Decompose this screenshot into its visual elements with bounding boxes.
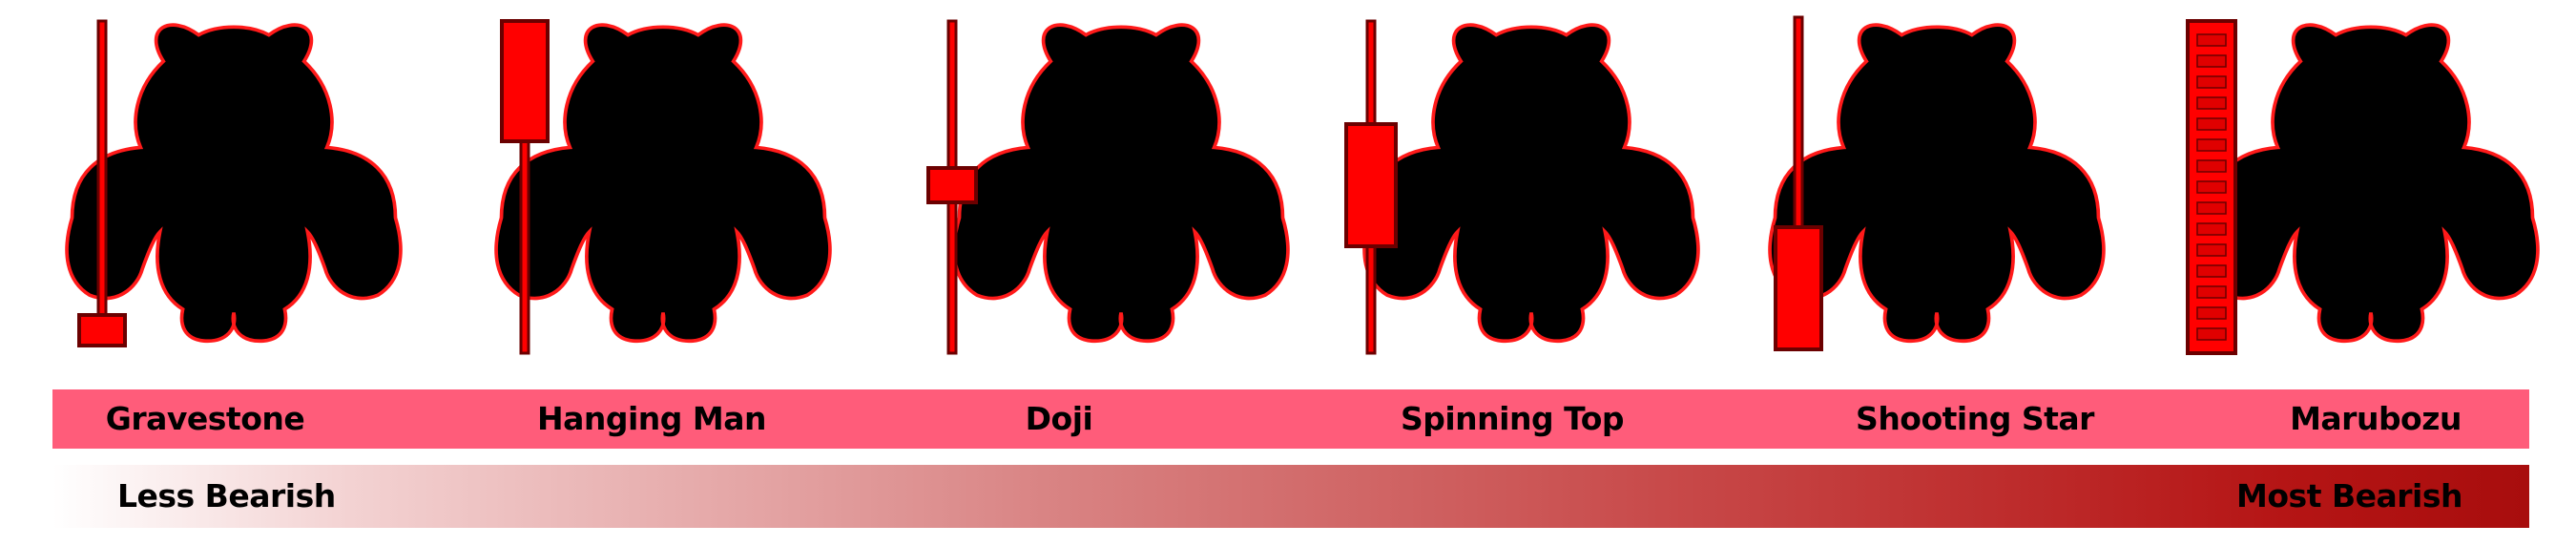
figure-marubozu xyxy=(2186,19,2540,355)
candlestick-segment xyxy=(2196,159,2227,173)
candlestick-segment xyxy=(2196,201,2227,215)
candlestick-segment xyxy=(2196,327,2227,341)
candlestick-segment xyxy=(2196,54,2227,68)
bear-silhouette-icon xyxy=(952,23,1290,344)
candlestick-segment xyxy=(2196,222,2227,236)
candlestick-segment xyxy=(2196,96,2227,110)
bear-silhouette-icon xyxy=(65,23,403,344)
candlestick-icon xyxy=(1774,225,1823,351)
figure-gravestone xyxy=(65,19,403,347)
candlestick-segment xyxy=(2196,117,2227,131)
candlestick-icon xyxy=(77,313,127,347)
scale-low-label: Less Bearish xyxy=(117,477,336,514)
candlestick-segment xyxy=(2196,33,2227,47)
pattern-label-doji: Doji xyxy=(1025,400,1093,437)
pattern-label-marubozu: Marubozu xyxy=(2290,400,2462,437)
figure-shooting-star xyxy=(1768,15,2106,351)
figure-doji xyxy=(926,19,1290,355)
bearishness-scale: Less Bearish Most Bearish xyxy=(52,465,2529,528)
candlestick-segment xyxy=(2196,138,2227,152)
candlestick-segment xyxy=(2196,75,2227,89)
bear-silhouette-icon xyxy=(1362,23,1700,344)
figure-hanging-man xyxy=(494,19,832,355)
candlestick-segment xyxy=(2196,243,2227,257)
candlestick-segment xyxy=(2196,180,2227,194)
pattern-name-band: Gravestone Hanging Man Doji Spinning Top… xyxy=(52,389,2529,449)
candlestick-segment xyxy=(2196,285,2227,299)
pattern-label-hanging-man: Hanging Man xyxy=(536,400,767,437)
pattern-label-shooting-star: Shooting Star xyxy=(1856,400,2094,437)
pattern-label-spinning-top: Spinning Top xyxy=(1400,400,1625,437)
scale-high-label: Most Bearish xyxy=(2236,477,2462,514)
figure-spinning-top xyxy=(1344,19,1700,355)
candlestick-wick xyxy=(96,19,108,317)
candlestick-icon xyxy=(1344,122,1398,248)
candlestick-icon xyxy=(500,19,550,143)
pattern-label-gravestone: Gravestone xyxy=(105,400,305,437)
candlestick-wick xyxy=(1793,15,1804,231)
bear-silhouette-icon xyxy=(2202,23,2540,344)
candlestick-icon xyxy=(926,166,978,204)
bear-figures xyxy=(65,15,2540,355)
candlestick-segment xyxy=(2196,306,2227,320)
candlestick-segment xyxy=(2196,264,2227,278)
